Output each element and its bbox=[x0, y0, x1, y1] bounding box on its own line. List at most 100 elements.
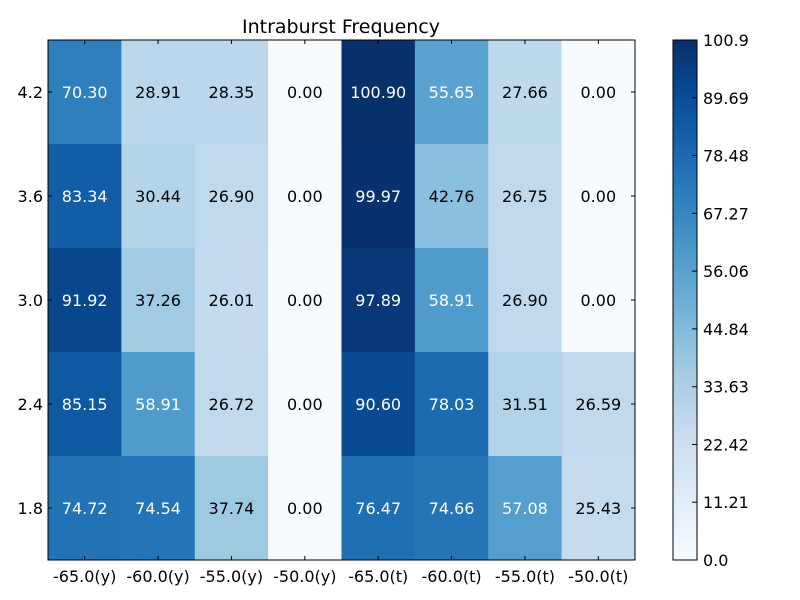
heatmap-cell bbox=[268, 40, 342, 145]
cell-value-label: 42.76 bbox=[429, 187, 475, 206]
heatmap-cell bbox=[488, 40, 563, 145]
colorbar bbox=[672, 39, 698, 561]
heatmap-cell bbox=[48, 248, 122, 353]
cell-value-label: 74.66 bbox=[429, 499, 475, 518]
heatmap-cell bbox=[414, 456, 489, 561]
heatmap-cell bbox=[121, 144, 196, 249]
y-tick-label: 2.4 bbox=[18, 395, 43, 414]
heatmap-cell bbox=[48, 144, 122, 249]
y-tick-label: 1.8 bbox=[18, 499, 43, 518]
cell-value-label: 74.54 bbox=[135, 499, 181, 518]
cell-value-label: 37.74 bbox=[209, 499, 255, 518]
chart-title: Intraburst Frequency bbox=[242, 16, 440, 38]
heatmap-cell bbox=[121, 456, 196, 561]
axis-ticks: -65.0(y) -60.0(y) -55.0(y) -50.0(y) -65.0(t)… bbox=[18, 40, 635, 586]
colorbar-tick-label: 22.42 bbox=[703, 435, 749, 454]
cell-value-labels: 70.30 28.91 28.35 0.00 100.90 55.65 27.66 0.00 8… bbox=[62, 83, 621, 518]
x-tick-label: -50.0(t) bbox=[568, 567, 628, 586]
heatmap-cell bbox=[268, 456, 342, 561]
heatmap-cell bbox=[194, 40, 269, 145]
heatmap-cell bbox=[268, 352, 342, 457]
colorbar-tick-label: 33.63 bbox=[703, 378, 749, 397]
colorbar-tick-label: 44.84 bbox=[703, 320, 749, 339]
cell-value-label: 26.90 bbox=[502, 291, 548, 310]
x-tick-label: -50.0(y) bbox=[273, 567, 336, 586]
cell-value-label: 99.97 bbox=[355, 187, 401, 206]
colorbar-tick-label: 56.06 bbox=[703, 262, 749, 281]
colorbar-tick-label: 67.27 bbox=[703, 204, 749, 223]
heatmap-cells bbox=[48, 40, 636, 561]
colorbar-tick-label: 11.21 bbox=[703, 493, 749, 512]
colorbar-tick-label: 100.9 bbox=[703, 31, 749, 50]
cell-value-label: 83.34 bbox=[62, 187, 108, 206]
heatmap-cell bbox=[48, 352, 122, 457]
cell-value-label: 37.26 bbox=[135, 291, 181, 310]
cell-value-label: 28.91 bbox=[135, 83, 181, 102]
heatmap-cell bbox=[341, 144, 416, 249]
y-tick-label: 3.0 bbox=[18, 291, 43, 310]
cell-value-label: 0.00 bbox=[287, 291, 323, 310]
cell-value-label: 0.00 bbox=[581, 83, 617, 102]
cell-value-label: 30.44 bbox=[135, 187, 181, 206]
cell-value-label: 0.00 bbox=[581, 187, 617, 206]
heatmap-cell bbox=[268, 144, 342, 249]
heatmap-cell bbox=[341, 248, 416, 353]
heatmap-cell bbox=[561, 248, 636, 353]
cell-value-label: 31.51 bbox=[502, 395, 548, 414]
colorbar-tick-label: 78.48 bbox=[703, 147, 749, 166]
x-tick-label: -60.0(t) bbox=[421, 567, 481, 586]
heatmap-cell bbox=[48, 40, 122, 145]
x-tick-label: -55.0(y) bbox=[200, 567, 263, 586]
cell-value-label: 70.30 bbox=[62, 83, 108, 102]
cell-value-label: 85.15 bbox=[62, 395, 108, 414]
cell-value-label: 26.90 bbox=[209, 187, 255, 206]
cell-value-label: 78.03 bbox=[429, 395, 475, 414]
heatmap-cell bbox=[341, 456, 416, 561]
colorbar-ticks: 0.0 11.21 22.42 33.63 44.84 56.06 67.27 78.48 89… bbox=[692, 31, 749, 570]
heatmap-cell bbox=[341, 352, 416, 457]
cell-value-label: 90.60 bbox=[355, 395, 401, 414]
heatmap-cell bbox=[561, 352, 636, 457]
heatmap-cell bbox=[561, 144, 636, 249]
heatmap-cell bbox=[121, 248, 196, 353]
cell-value-label: 25.43 bbox=[575, 499, 621, 518]
cell-value-label: 0.00 bbox=[287, 499, 323, 518]
x-tick-label: -60.0(y) bbox=[126, 567, 189, 586]
heatmap-cell bbox=[561, 40, 636, 145]
cell-value-label: 0.00 bbox=[287, 187, 323, 206]
heatmap-cell bbox=[194, 248, 269, 353]
cell-value-label: 0.00 bbox=[287, 395, 323, 414]
cell-value-label: 55.65 bbox=[429, 83, 475, 102]
cell-value-label: 26.72 bbox=[209, 395, 255, 414]
heatmap-cell bbox=[414, 352, 489, 457]
cell-value-label: 26.59 bbox=[575, 395, 621, 414]
cell-value-label: 27.66 bbox=[502, 83, 548, 102]
cell-value-label: 57.08 bbox=[502, 499, 548, 518]
heatmap-cell bbox=[561, 456, 636, 561]
heatmap-cell bbox=[194, 144, 269, 249]
x-tick-label: -55.0(t) bbox=[495, 567, 555, 586]
y-tick-label: 4.2 bbox=[18, 83, 43, 102]
heatmap-cell bbox=[48, 456, 122, 561]
heatmap-cell bbox=[488, 352, 563, 457]
y-tick-label: 3.6 bbox=[18, 187, 43, 206]
heatmap-cell bbox=[414, 144, 489, 249]
heatmap-cell bbox=[194, 352, 269, 457]
heatmap-cell bbox=[268, 248, 342, 353]
cell-value-label: 26.75 bbox=[502, 187, 548, 206]
x-tick-label: -65.0(y) bbox=[53, 567, 116, 586]
cell-value-label: 0.00 bbox=[287, 83, 323, 102]
cell-value-label: 74.72 bbox=[62, 499, 108, 518]
cell-value-label: 26.01 bbox=[209, 291, 255, 310]
cell-value-label: 28.35 bbox=[209, 83, 255, 102]
cell-value-label: 97.89 bbox=[355, 291, 401, 310]
cell-value-label: 91.92 bbox=[62, 291, 108, 310]
heatmap-cell bbox=[194, 456, 269, 561]
heatmap-cell bbox=[414, 40, 489, 145]
x-tick-label: -65.0(t) bbox=[348, 567, 408, 586]
colorbar-tick-label: 89.69 bbox=[703, 89, 749, 108]
cell-value-label: 0.00 bbox=[581, 291, 617, 310]
colorbar-tick-label: 0.0 bbox=[703, 551, 728, 570]
heatmap-cell bbox=[488, 248, 563, 353]
